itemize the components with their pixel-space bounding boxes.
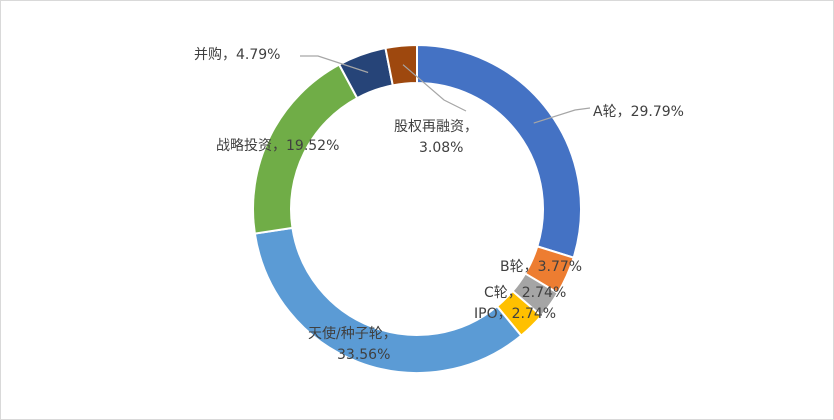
leader-line-0 [533, 107, 591, 124]
leader-line-7 [402, 64, 467, 112]
label-strategic: 战略投资，19.52% [216, 138, 339, 154]
label-a-round: A轮，29.79% [593, 104, 684, 120]
label-angel-seed-line1: 天使/种子轮， [308, 325, 397, 342]
label-ipo: IPO，2.74% [474, 306, 556, 322]
label-equity-refinance-line1: 股权再融资， [394, 119, 478, 135]
label-equity-refinance-line2: 3.08% [419, 140, 463, 156]
label-angel-seed-line2: 33.56% [337, 347, 390, 363]
label-c-round: C轮，2.74% [484, 285, 566, 301]
slice-7 [384, 43, 418, 87]
label-merger: 并购，4.79% [194, 47, 280, 63]
label-b-round: B轮，3.77% [500, 259, 582, 275]
leader-line-6 [300, 55, 369, 74]
